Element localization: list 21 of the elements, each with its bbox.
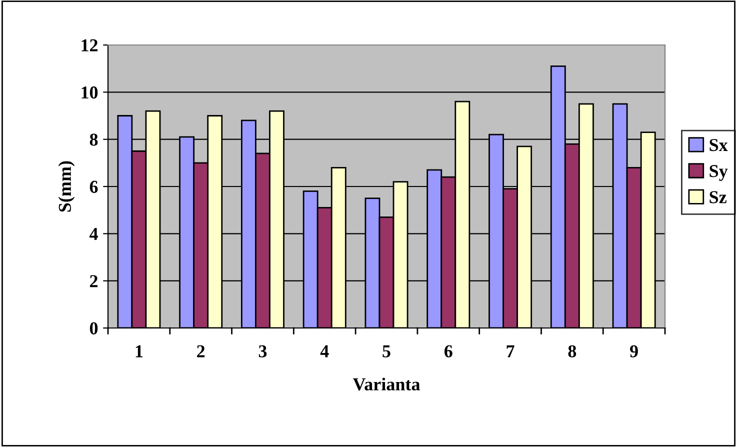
- y-tick-label: 4: [90, 228, 98, 240]
- legend-label: Sz: [710, 191, 726, 204]
- x-tick-label: 1: [136, 345, 143, 358]
- y-tick-label: 10: [82, 86, 98, 99]
- x-tick-label: 5: [382, 345, 390, 358]
- y-tick-label: 8: [90, 134, 98, 146]
- y-axis-title: S(mm): [58, 161, 75, 212]
- legend-label: Sx: [710, 138, 728, 152]
- legend-label: Sy: [710, 165, 728, 181]
- x-tick-label: 4: [320, 345, 329, 358]
- x-tick-label: 6: [444, 345, 452, 358]
- x-tick-label: 7: [506, 345, 514, 358]
- x-tick-label: 3: [258, 345, 267, 358]
- y-tick-label: 2: [90, 275, 98, 288]
- y-tick-label: 0: [90, 322, 98, 334]
- x-axis-title: Varianta: [352, 378, 420, 391]
- x-tick-label: 8: [568, 345, 576, 358]
- y-tick-label: 12: [82, 39, 98, 52]
- x-tick-label: 2: [197, 345, 205, 358]
- x-tick-label: 9: [630, 345, 638, 358]
- y-tick-label: 6: [90, 180, 98, 193]
